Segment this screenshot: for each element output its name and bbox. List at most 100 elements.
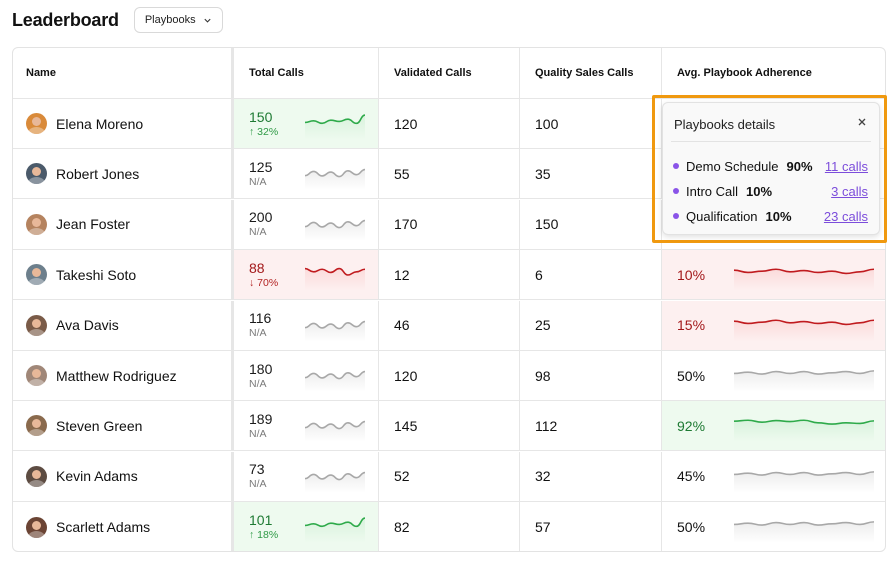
total-calls-value: 200 bbox=[249, 209, 273, 226]
name-cell: Steven Green bbox=[13, 401, 234, 451]
playbook-name: Qualification bbox=[686, 208, 758, 224]
name-cell: Ava Davis bbox=[13, 300, 234, 350]
table-row[interactable]: Ava Davis 116 N/A 46 25 15% bbox=[13, 300, 885, 351]
table-row[interactable]: Matthew Rodriguez 180 N/A 120 98 50% bbox=[13, 351, 885, 401]
validated-calls-value: 55 bbox=[394, 165, 410, 182]
col-header-name[interactable]: Name bbox=[13, 48, 234, 98]
total-calls-change: ↓ 70% bbox=[249, 276, 279, 289]
rep-name[interactable]: Scarlett Adams bbox=[56, 519, 151, 536]
total-calls-cell: 73 N/A bbox=[234, 451, 379, 501]
rep-name[interactable]: Takeshi Soto bbox=[56, 266, 137, 283]
validated-calls-cell: 12 bbox=[379, 250, 520, 300]
table-row[interactable]: Kevin Adams 73 N/A 52 32 45% bbox=[13, 451, 885, 502]
rep-name[interactable]: Steven Green bbox=[56, 417, 143, 434]
total-calls-value: 101 bbox=[249, 512, 273, 529]
playbook-percent: 10% bbox=[765, 208, 792, 224]
avatar[interactable] bbox=[26, 516, 47, 538]
total-calls-cell: 150 ↑ 32% bbox=[234, 99, 379, 148]
avatar[interactable] bbox=[26, 415, 47, 437]
validated-calls-value: 46 bbox=[394, 317, 410, 334]
validated-calls-cell: 82 bbox=[379, 502, 520, 551]
total-calls-change: ↑ 18% bbox=[249, 529, 279, 542]
table-header-row: Name Total Calls Validated Calls Quality… bbox=[13, 48, 885, 99]
adherence-sparkline bbox=[733, 419, 875, 443]
playbook-percent: 10% bbox=[746, 183, 773, 199]
avatar[interactable] bbox=[26, 365, 47, 386]
quality-sales-calls-cell: 35 bbox=[520, 149, 662, 199]
adherence-cell[interactable]: 15% bbox=[662, 300, 885, 350]
total-calls-value: 125 bbox=[249, 158, 273, 175]
adherence-sparkline bbox=[733, 370, 875, 392]
adherence-cell[interactable]: 50% bbox=[662, 502, 885, 551]
total-calls-value: 116 bbox=[249, 310, 272, 327]
avatar[interactable] bbox=[26, 264, 47, 286]
adherence-value: 15% bbox=[677, 317, 706, 334]
table-row[interactable]: Robert Jones 125 N/A 55 35 bbox=[13, 149, 885, 200]
quality-sales-calls-value: 35 bbox=[535, 165, 551, 182]
quality-sales-calls-cell: 150 bbox=[520, 199, 662, 249]
table-row[interactable]: Elena Moreno 150 ↑ 32% 120 100 bbox=[13, 99, 885, 149]
bullet-dot-icon bbox=[673, 163, 679, 169]
table-row[interactable]: Jean Foster 200 N/A 170 150 bbox=[13, 199, 885, 250]
playbooks-dropdown[interactable]: Playbooks bbox=[133, 7, 223, 33]
validated-calls-value: 120 bbox=[394, 115, 418, 132]
adherence-value: 92% bbox=[677, 417, 706, 434]
total-calls-sparkline bbox=[304, 471, 366, 493]
close-icon[interactable] bbox=[856, 116, 868, 128]
quality-sales-calls-cell: 57 bbox=[520, 502, 662, 551]
total-calls-sparkline bbox=[304, 320, 366, 342]
playbook-calls-link[interactable]: 3 calls bbox=[831, 183, 868, 199]
total-calls-cell: 180 N/A bbox=[234, 351, 379, 400]
quality-sales-calls-cell: 32 bbox=[520, 451, 662, 501]
total-calls-sparkline bbox=[304, 517, 366, 544]
rep-name[interactable]: Kevin Adams bbox=[56, 468, 138, 485]
name-cell: Scarlett Adams bbox=[13, 502, 234, 551]
rep-name[interactable]: Ava Davis bbox=[56, 317, 119, 334]
playbooks-details-popover: Playbooks details Demo Schedule 90% 11 c… bbox=[652, 95, 887, 243]
validated-calls-cell: 120 bbox=[379, 99, 520, 148]
avatar[interactable] bbox=[26, 113, 47, 134]
adherence-value: 45% bbox=[677, 468, 706, 485]
col-header-validated-calls[interactable]: Validated Calls bbox=[379, 48, 520, 98]
rep-name[interactable]: Robert Jones bbox=[56, 165, 140, 182]
adherence-cell[interactable]: 50% bbox=[662, 351, 885, 400]
col-header-playbook-adherence[interactable]: Avg. Playbook Adherence bbox=[677, 67, 812, 79]
rep-name[interactable]: Jean Foster bbox=[56, 216, 130, 233]
quality-sales-calls-value: 150 bbox=[535, 216, 559, 233]
total-calls-value: 189 bbox=[249, 410, 273, 427]
col-header-quality-sales-calls[interactable]: Quality Sales Calls bbox=[520, 48, 662, 98]
playbook-detail-item: Intro Call 10% 3 calls bbox=[673, 182, 868, 200]
adherence-value: 10% bbox=[677, 266, 706, 283]
total-calls-change: N/A bbox=[249, 226, 267, 239]
quality-sales-calls-value: 98 bbox=[535, 367, 551, 384]
avatar[interactable] bbox=[26, 465, 47, 487]
chevron-down-icon bbox=[204, 18, 211, 23]
total-calls-value: 88 bbox=[249, 259, 265, 276]
total-calls-cell: 101 ↑ 18% bbox=[234, 502, 379, 551]
playbook-calls-link[interactable]: 11 calls bbox=[824, 158, 868, 174]
quality-sales-calls-value: 32 bbox=[535, 468, 551, 485]
avatar[interactable] bbox=[26, 163, 47, 185]
adherence-cell[interactable]: 45% bbox=[662, 452, 885, 501]
playbook-calls-link[interactable]: 23 calls bbox=[823, 208, 868, 224]
avatar[interactable] bbox=[26, 213, 47, 235]
total-calls-cell: 88 ↓ 70% bbox=[234, 250, 379, 300]
quality-sales-calls-value: 112 bbox=[535, 417, 558, 434]
table-row[interactable]: Steven Green 189 N/A 145 112 92% bbox=[13, 401, 885, 452]
total-calls-value: 73 bbox=[249, 461, 265, 478]
adherence-value: 50% bbox=[677, 367, 706, 384]
avatar[interactable] bbox=[26, 314, 47, 336]
col-header-total-calls[interactable]: Total Calls bbox=[234, 48, 379, 98]
rep-name[interactable]: Elena Moreno bbox=[56, 115, 144, 132]
adherence-cell[interactable]: 10% bbox=[662, 250, 885, 300]
table-row[interactable]: Takeshi Soto 88 ↓ 70% 12 6 10% bbox=[13, 250, 885, 301]
quality-sales-calls-cell: 100 bbox=[520, 99, 662, 148]
page-title: Leaderboard bbox=[12, 9, 119, 30]
adherence-cell[interactable]: 92% bbox=[662, 401, 885, 451]
table-row[interactable]: Scarlett Adams 101 ↑ 18% 82 57 50% bbox=[13, 502, 885, 551]
rep-name[interactable]: Matthew Rodriguez bbox=[56, 367, 177, 384]
page-header: Leaderboard Playbooks bbox=[12, 6, 223, 34]
total-calls-change: ↑ 32% bbox=[249, 125, 279, 138]
adherence-sparkline bbox=[733, 319, 875, 342]
quality-sales-calls-cell: 112 bbox=[520, 401, 662, 451]
